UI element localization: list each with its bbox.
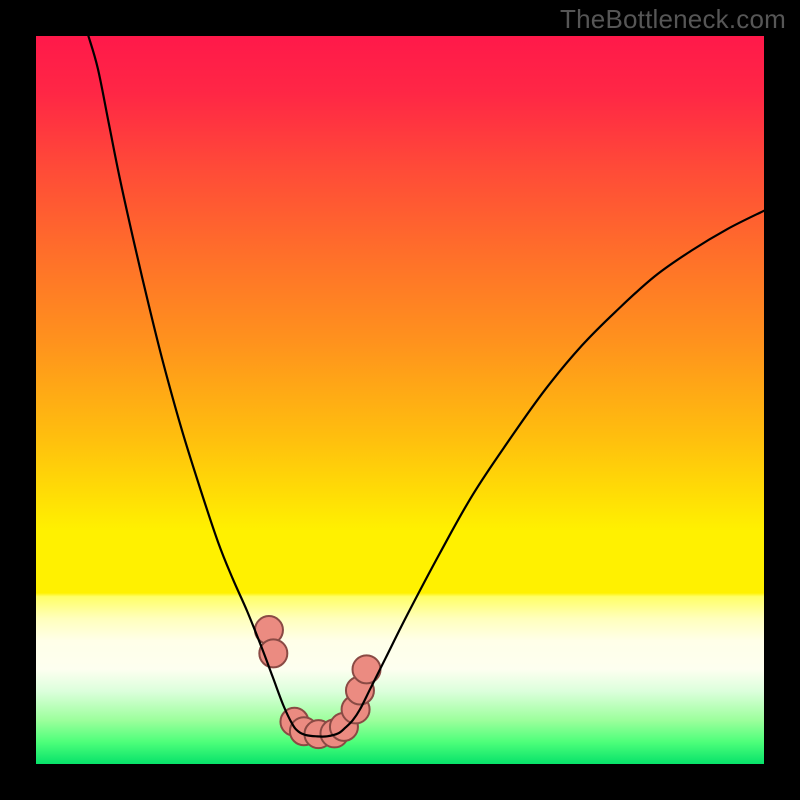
gradient-background — [36, 36, 764, 764]
watermark-text: TheBottleneck.com — [560, 4, 786, 35]
chart-svg — [36, 36, 764, 764]
chart-frame: TheBottleneck.com — [0, 0, 800, 800]
plot-area — [36, 36, 764, 764]
